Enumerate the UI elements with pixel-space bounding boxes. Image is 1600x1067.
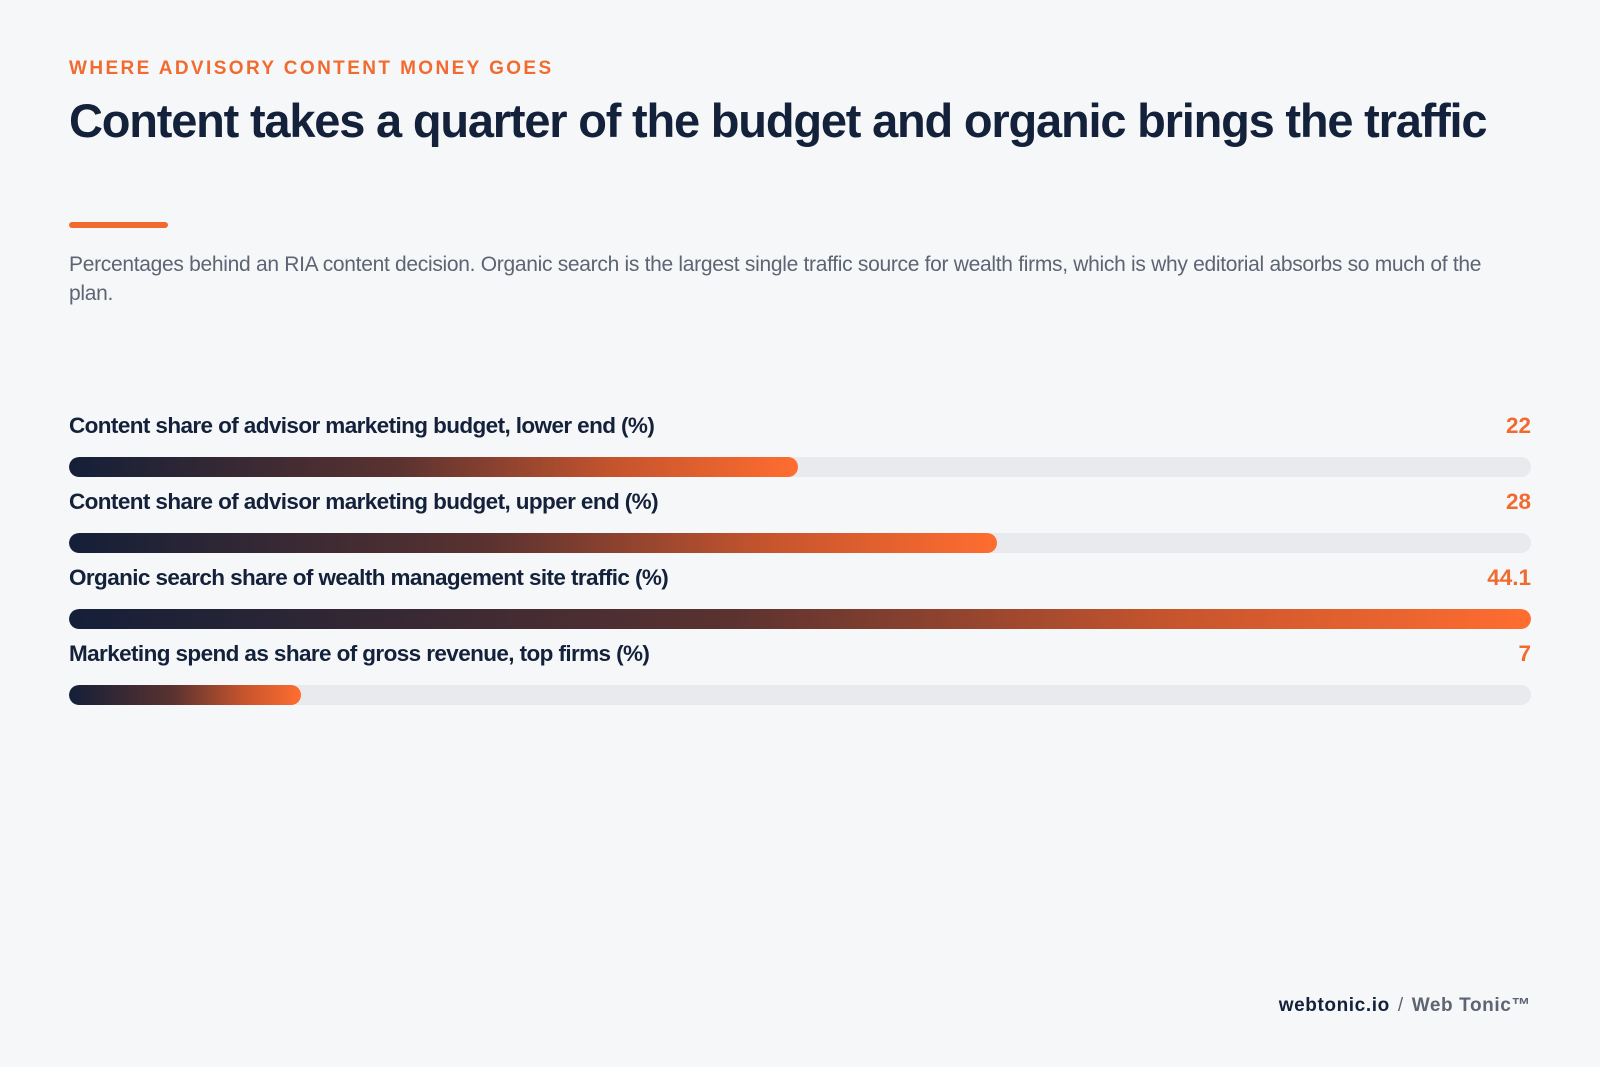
page-title: Content takes a quarter of the budget an… bbox=[69, 94, 1488, 147]
bar-label: Organic search share of wealth managemen… bbox=[69, 565, 669, 590]
bar-label: Content share of advisor marketing budge… bbox=[69, 413, 655, 438]
bar-row: Organic search share of wealth managemen… bbox=[69, 565, 1531, 629]
footer-separator: / bbox=[1397, 995, 1404, 1016]
footer-domain: webtonic.io bbox=[1278, 995, 1390, 1016]
bar-track bbox=[69, 685, 1531, 705]
bar-chart: Content share of advisor marketing budge… bbox=[69, 413, 1531, 713]
bar-fill bbox=[69, 533, 998, 553]
footer-credit: webtonic.io / Web Tonic™ bbox=[1279, 995, 1531, 1017]
bar-row: Content share of advisor marketing budge… bbox=[69, 413, 1531, 477]
bar-fill bbox=[69, 457, 799, 477]
bar-value-label: 7 bbox=[1518, 641, 1531, 666]
bar-value-label: 44.1 bbox=[1487, 565, 1531, 590]
bar-value-label: 28 bbox=[1505, 489, 1531, 514]
bar-track bbox=[69, 457, 1531, 477]
eyebrow-label: WHERE ADVISORY CONTENT MONEY GOES bbox=[69, 58, 554, 79]
bar-fill bbox=[69, 609, 1531, 629]
bar-value-label: 22 bbox=[1505, 413, 1531, 438]
bar-fill bbox=[69, 685, 302, 705]
bar-row: Marketing spend as share of gross revenu… bbox=[69, 641, 1531, 705]
bar-row: Content share of advisor marketing budge… bbox=[69, 489, 1531, 553]
page-subtitle: Percentages behind an RIA content decisi… bbox=[69, 253, 1482, 305]
bar-track bbox=[69, 609, 1531, 629]
bar-label: Content share of advisor marketing budge… bbox=[69, 489, 659, 514]
infographic-page: WHERE ADVISORY CONTENT MONEY GOES Conten… bbox=[69, 0, 1531, 1067]
bar-label: Marketing spend as share of gross revenu… bbox=[69, 641, 650, 666]
bar-track bbox=[69, 533, 1531, 553]
title-underline bbox=[69, 222, 168, 228]
footer-brand: Web Tonic™ bbox=[1411, 995, 1531, 1016]
